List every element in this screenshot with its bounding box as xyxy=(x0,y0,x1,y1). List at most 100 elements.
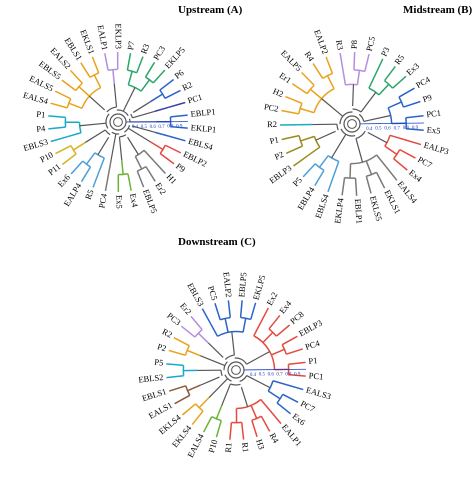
pair-stem xyxy=(93,74,102,88)
clade-stem xyxy=(240,386,249,407)
leaf-label: Ex4 xyxy=(407,167,424,184)
scale-tick-label: 0.9 xyxy=(176,125,183,130)
leaf-branch xyxy=(403,138,422,146)
leaf-branch xyxy=(286,348,303,355)
leaf-branch xyxy=(291,83,308,95)
downstream-dendrogram: 0.4 0.5 0.6 0.7 0.8 0.9 xyxy=(166,300,307,440)
leaf-label: P11 xyxy=(46,161,62,177)
leaf-label: PC2 xyxy=(263,101,279,114)
root-ring-inner xyxy=(347,119,357,129)
leaf-label: PC8 xyxy=(288,309,306,326)
leaf-branch xyxy=(136,170,145,188)
leaf-label: EALP2 xyxy=(312,28,331,55)
leaf-label: P4 xyxy=(36,123,47,134)
inner-arc xyxy=(234,357,248,365)
pair-stem xyxy=(85,152,96,165)
leaf-branch xyxy=(227,300,232,318)
leaf-branch xyxy=(145,166,156,182)
leaf-branch xyxy=(383,65,396,82)
pair-stem xyxy=(356,70,361,85)
pair-stem xyxy=(72,141,86,151)
clade-stem xyxy=(85,129,106,143)
leaf-label: P9 xyxy=(421,92,433,104)
leaf-label: EBLS1 xyxy=(141,386,168,403)
root-ring-inner xyxy=(231,365,241,375)
leaf-label: R2 xyxy=(161,326,174,339)
leaf-branch xyxy=(288,361,306,366)
leaf-label: P1 xyxy=(36,109,46,120)
leaf-label: EALS3 xyxy=(305,385,332,402)
pair-stem xyxy=(210,323,219,337)
inner-arc xyxy=(358,113,365,122)
clade-stem xyxy=(127,127,152,143)
clade-arc xyxy=(253,335,276,370)
leaf-label: EKLP3 xyxy=(114,23,124,49)
leaf-branch xyxy=(201,308,212,325)
inner-arc xyxy=(223,365,226,371)
clade-arc xyxy=(384,135,391,147)
leaf-label: Ex5 xyxy=(114,195,124,209)
clade-stem xyxy=(132,125,156,133)
inner-arc xyxy=(339,115,344,125)
pair-stem xyxy=(121,160,124,175)
clade-arc xyxy=(368,87,380,96)
pair-stem xyxy=(272,380,287,386)
leaf-label: EALP2 xyxy=(221,271,234,297)
leaf-label: PC4 xyxy=(96,192,109,209)
clade-stem xyxy=(363,114,391,123)
scale-tick-label: 0.7 xyxy=(394,126,401,131)
inner-arc xyxy=(230,383,241,386)
inner-arc xyxy=(119,134,127,138)
clade-stem xyxy=(122,87,136,112)
leaf-branch xyxy=(91,56,100,74)
leaf-label: H3 xyxy=(254,438,267,451)
leaf-label: Ex4 xyxy=(128,193,141,209)
pair-stem xyxy=(365,160,373,175)
leaf-label: Ex2 xyxy=(264,290,279,307)
leaf-label: EBLP5 xyxy=(141,188,159,215)
leaf-branch xyxy=(127,173,132,191)
leaf-branch xyxy=(302,163,316,178)
leaf-branch xyxy=(61,79,77,92)
inner-arc xyxy=(352,108,362,113)
pair-arc xyxy=(251,415,262,421)
pair-stem xyxy=(107,159,112,174)
pair-stem xyxy=(127,71,133,86)
pair-arc xyxy=(344,176,356,179)
clade-arc xyxy=(78,122,82,133)
pair-stem xyxy=(378,83,390,96)
inner-arc xyxy=(224,354,235,360)
leaf-branch xyxy=(48,115,66,119)
leaf-label: P8 xyxy=(349,40,359,49)
leaf-branch xyxy=(341,177,346,196)
panel-upstream: Upstream (A) 0.4 0.5 0.6 0.7 0.8 0.9 EKLP1 EBL… xyxy=(22,4,243,215)
leaf-label: EALP3 xyxy=(423,140,450,157)
pair-stem xyxy=(134,156,143,170)
leaf-branch xyxy=(166,374,184,379)
leaf-label: R4 xyxy=(303,49,317,63)
pair-stem xyxy=(143,149,155,162)
scale-tick-label: 0.8 xyxy=(403,126,410,131)
leaf-label: EALP1 xyxy=(96,24,111,51)
scale-tick-label: 0.6 xyxy=(268,373,275,378)
leaf-branch xyxy=(70,160,84,175)
leaf-branch xyxy=(61,153,77,166)
pair-stem xyxy=(187,384,201,392)
pair-stem xyxy=(215,405,223,420)
leaf-branch xyxy=(364,53,370,72)
panel-downstream-title: Downstream (C) xyxy=(178,236,256,248)
leaf-label: EALS4 xyxy=(22,90,50,107)
leaf-label: EBLS3 xyxy=(22,137,49,154)
clade-stem xyxy=(321,98,344,117)
inner-arc xyxy=(111,131,116,135)
clade-stem xyxy=(79,122,107,127)
scale-tick-label: 0.9 xyxy=(412,126,419,131)
leaf-branch xyxy=(136,56,144,74)
leaf-branch xyxy=(48,126,66,130)
leaf-branch xyxy=(166,363,184,367)
pair-stem xyxy=(300,135,315,142)
pair-stem xyxy=(150,141,164,151)
leaf-label: EBLP5 xyxy=(236,272,248,298)
pair-stem xyxy=(299,107,315,114)
